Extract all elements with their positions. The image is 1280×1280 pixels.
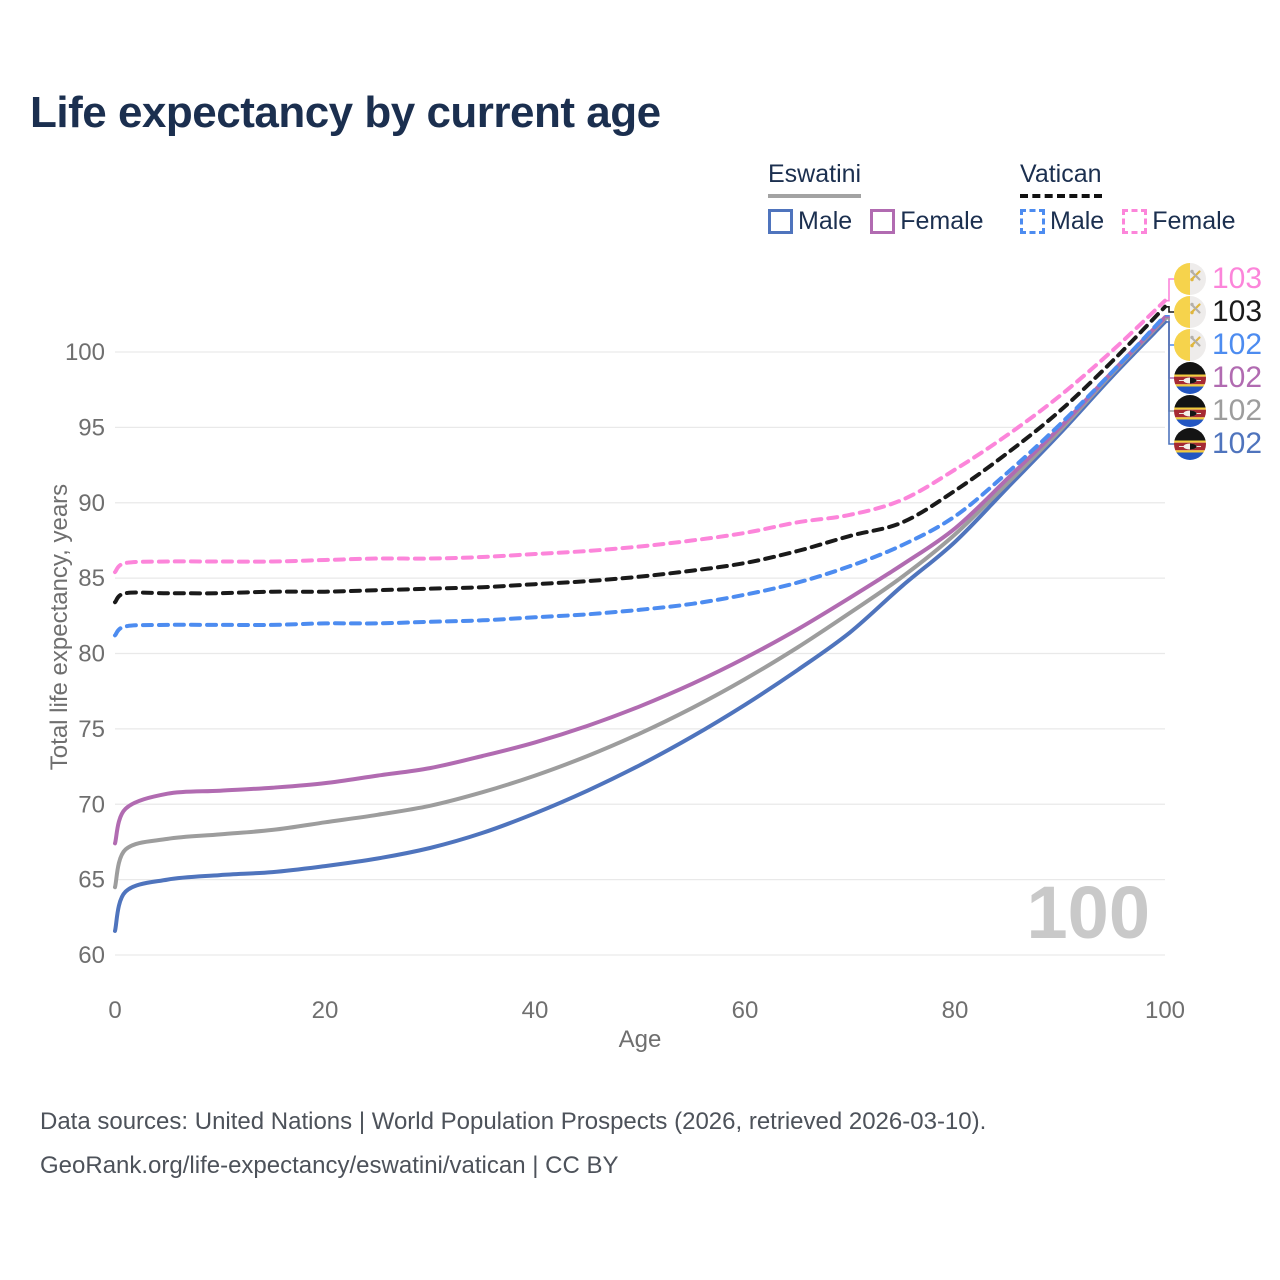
- legend-country-vatican[interactable]: Vatican: [1020, 160, 1102, 198]
- age-watermark: 100: [1026, 871, 1150, 954]
- y-tick-label: 65: [78, 867, 105, 894]
- legend-item-label: Female: [1152, 207, 1236, 235]
- series-line-vatican_female[interactable]: [113, 298, 1167, 575]
- end-label-value: 103: [1212, 262, 1263, 295]
- end-label-value: 102: [1212, 394, 1263, 427]
- series-line-vatican_total[interactable]: [113, 304, 1167, 605]
- series-line-eswatini_male[interactable]: [113, 319, 1167, 933]
- vatican-flag-icon: [1174, 263, 1206, 295]
- series-line-vatican_male[interactable]: [113, 313, 1167, 638]
- series-line-eswatini_female[interactable]: [113, 315, 1167, 846]
- legend-item-eswatini-male[interactable]: Male: [768, 207, 852, 236]
- end-label-value: 103: [1212, 295, 1263, 328]
- legend-item-label: Male: [1050, 207, 1105, 235]
- attribution-line: GeoRank.org/life-expectancy/eswatini/vat…: [40, 1152, 619, 1179]
- y-tick-label: 70: [78, 791, 105, 818]
- eswatini-flag-icon: [1174, 395, 1206, 427]
- end-label-row: 102: [1174, 329, 1262, 361]
- legend-item-vatican-female[interactable]: Female: [1122, 207, 1236, 236]
- end-label-row: 103: [1174, 263, 1262, 295]
- vatican-male-swatch-icon: [1020, 209, 1045, 234]
- eswatini-male-swatch-icon: [768, 209, 793, 234]
- x-tick-label: 60: [732, 997, 759, 1024]
- eswatini-flag-icon: [1174, 362, 1206, 394]
- page-title: Life expectancy by current age: [30, 88, 661, 137]
- y-axis-title: Total life expectancy, years: [46, 483, 73, 771]
- vatican-female-swatch-icon: [1122, 209, 1148, 234]
- legend-item-eswatini-female[interactable]: Female: [870, 207, 984, 236]
- x-axis-title: Age: [618, 1026, 662, 1053]
- legend-item-label: Female: [900, 207, 984, 235]
- end-label-row: 103: [1174, 296, 1262, 328]
- x-tick-label: 80: [942, 997, 969, 1024]
- x-tick-label: 40: [522, 997, 549, 1024]
- x-tick-label: 100: [1145, 997, 1185, 1024]
- legend-group-eswatini: Eswatini Male Female: [768, 160, 984, 236]
- end-label-row: 102: [1174, 428, 1262, 460]
- series-line-eswatini_total[interactable]: [113, 316, 1167, 890]
- legend-group-vatican: Vatican Male Female: [1020, 160, 1236, 236]
- y-tick-label: 75: [78, 716, 105, 743]
- legend-country-eswatini[interactable]: Eswatini: [768, 160, 862, 198]
- label-connector: [1165, 306, 1175, 313]
- eswatini-female-swatch-icon: [870, 209, 896, 234]
- legend-item-vatican-male[interactable]: Male: [1020, 207, 1104, 236]
- y-tick-label: 95: [78, 414, 105, 441]
- end-label-row: 102: [1174, 395, 1262, 427]
- y-tick-label: 85: [78, 565, 105, 592]
- eswatini-flag-icon: [1174, 428, 1206, 460]
- y-tick-label: 90: [78, 490, 105, 517]
- legend-item-label: Male: [798, 207, 853, 235]
- x-tick-label: 20: [312, 997, 339, 1024]
- end-label-row: 102: [1174, 362, 1262, 394]
- vatican-flag-icon: [1174, 329, 1206, 361]
- end-label-value: 102: [1212, 361, 1263, 394]
- y-tick-label: 100: [65, 339, 105, 366]
- legend: Eswatini Male Female Vatican Male: [0, 160, 1280, 240]
- y-tick-label: 60: [78, 942, 105, 969]
- end-label-value: 102: [1212, 328, 1263, 361]
- footer: Data sources: United Nations | World Pop…: [40, 1108, 986, 1196]
- vatican-flag-icon: [1174, 296, 1206, 328]
- x-tick-label: 0: [108, 997, 121, 1024]
- label-connector: [1165, 278, 1175, 302]
- y-tick-label: 80: [78, 641, 105, 668]
- label-connector: [1165, 321, 1175, 445]
- data-sources-line: Data sources: United Nations | World Pop…: [40, 1108, 987, 1135]
- end-label-value: 102: [1212, 427, 1263, 460]
